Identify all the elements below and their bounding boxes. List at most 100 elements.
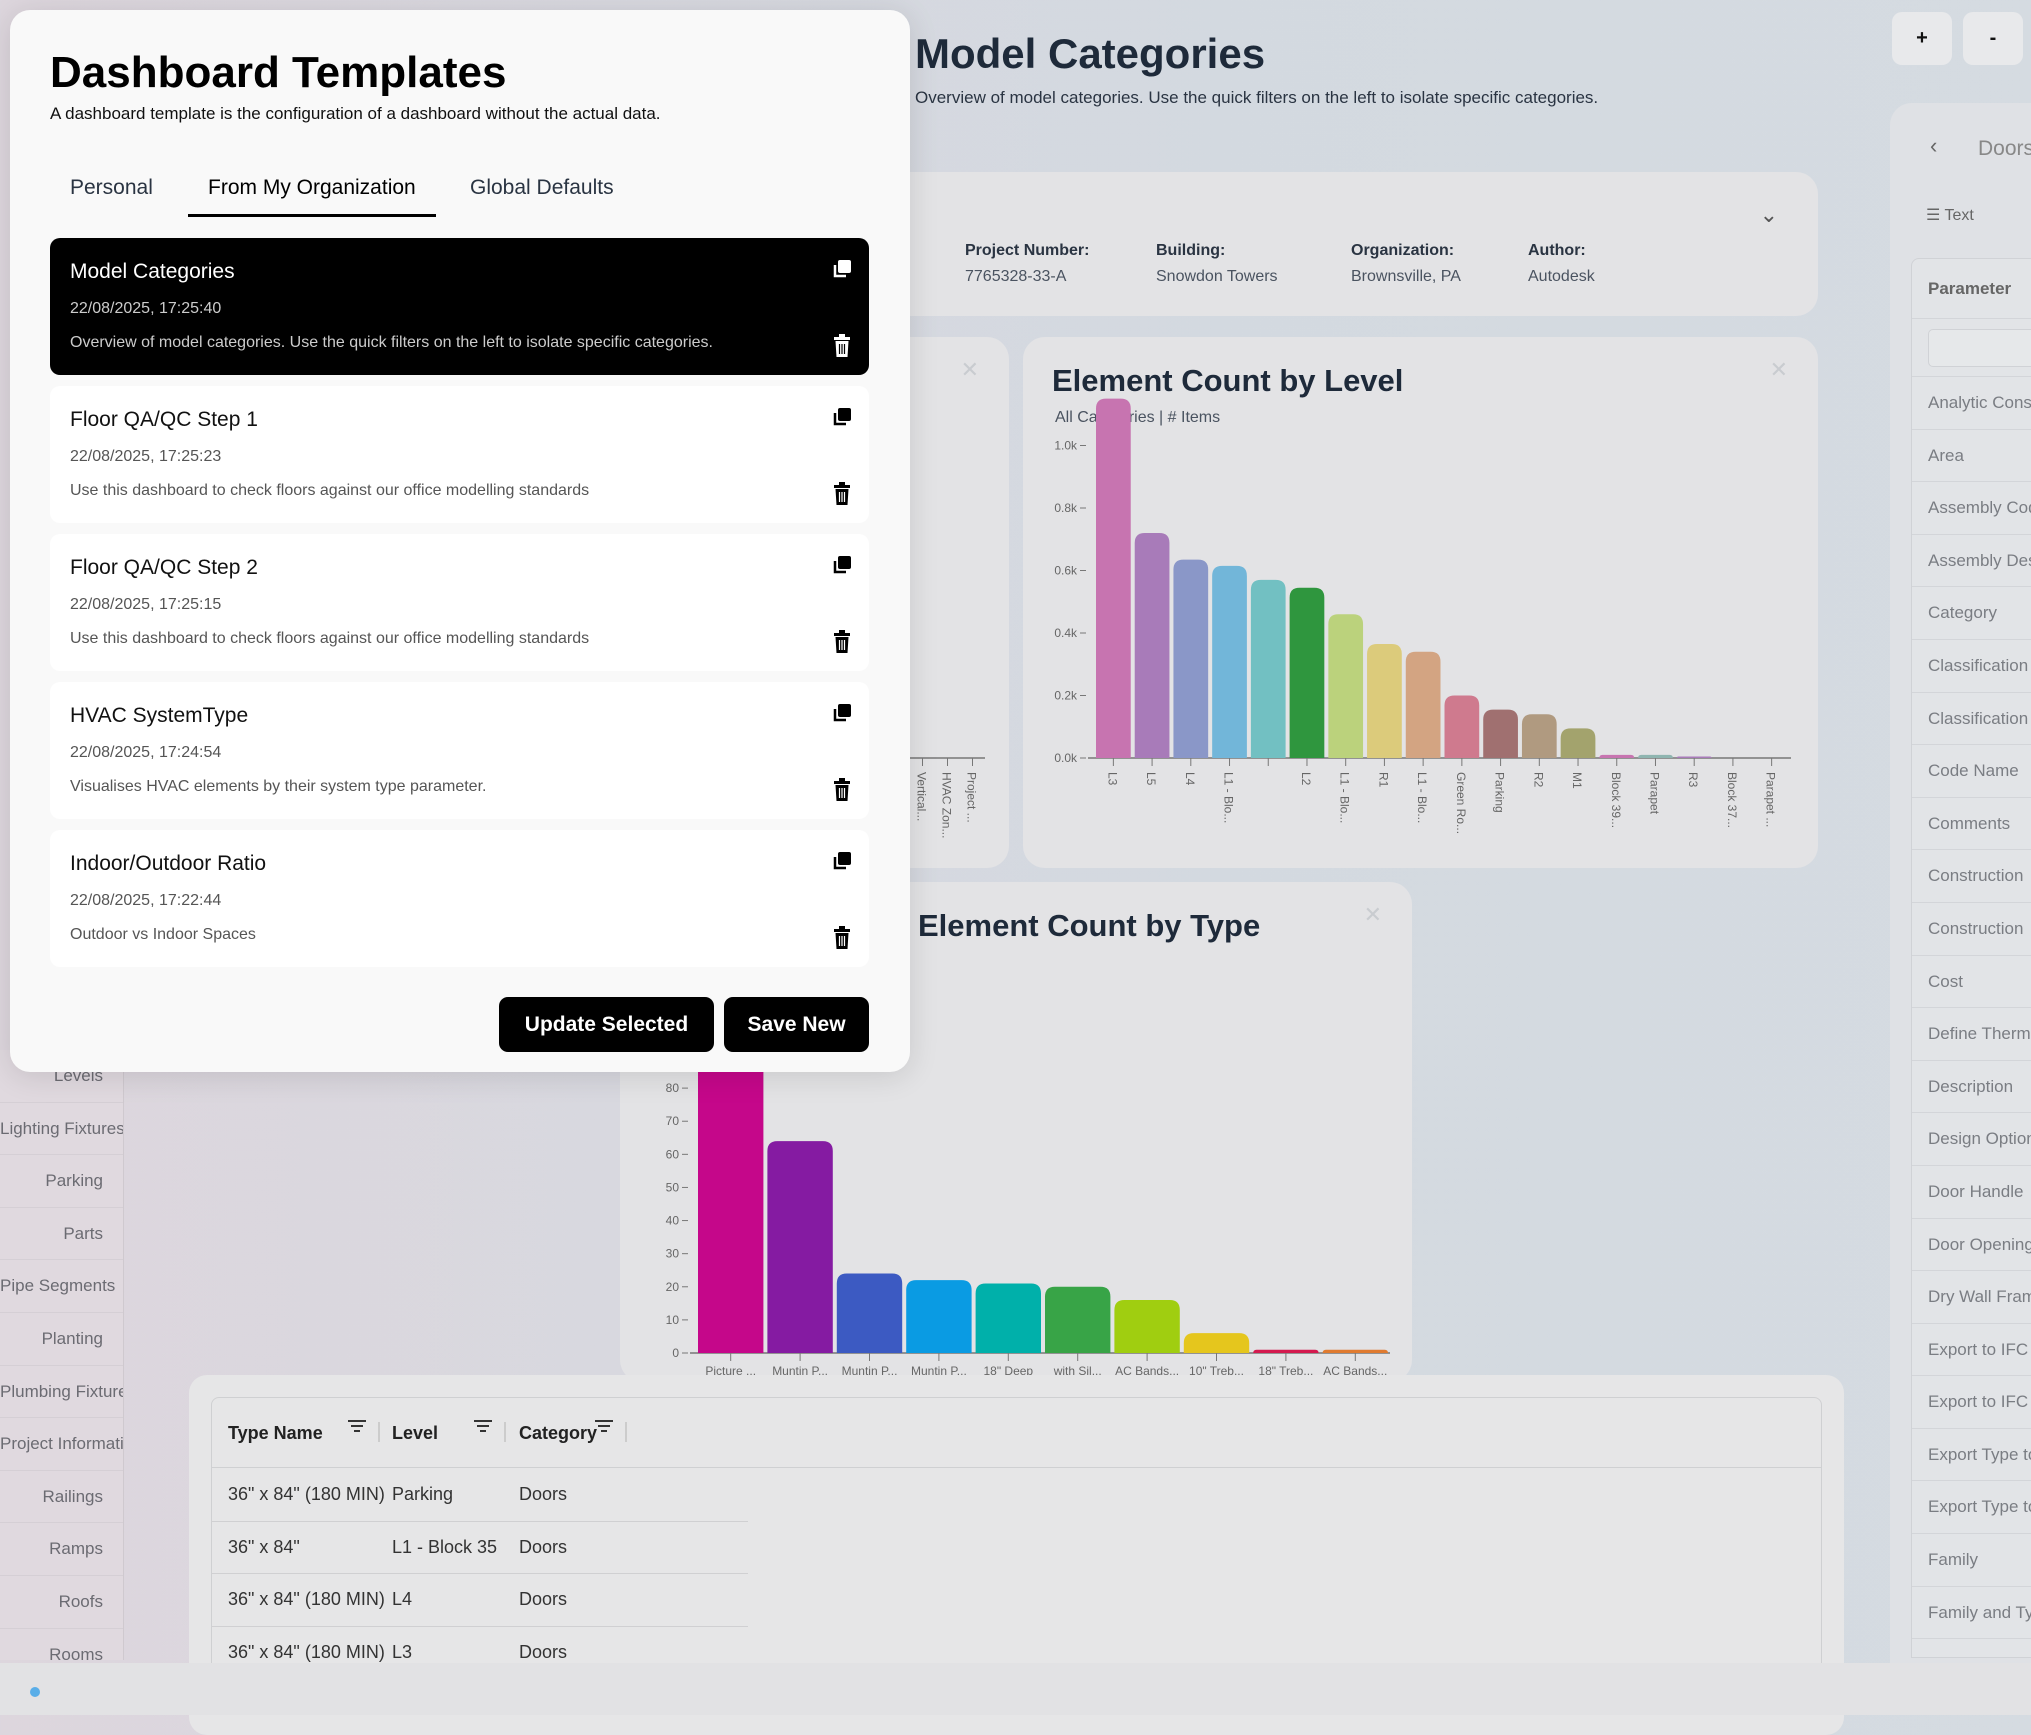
template-card[interactable]: Floor QA/QC Step 2 22/08/2025, 17:25:15 Us… [50, 534, 869, 671]
parameter-item[interactable]: Export Type to [1912, 1429, 2031, 1482]
parameter-item[interactable]: Assembly Description [1912, 535, 2031, 588]
table-row[interactable]: 36" x 84" L1 - Block 35 Doors [212, 1522, 748, 1575]
parameter-item[interactable]: Assembly Code [1912, 482, 2031, 535]
sidebar-category-item[interactable]: Pipe Segments [0, 1260, 123, 1313]
bar[interactable] [1322, 1349, 1388, 1353]
sidebar-category-item[interactable]: Roofs [0, 1576, 123, 1629]
sidebar-category-item[interactable]: Railings [0, 1471, 123, 1524]
bar[interactable] [1367, 643, 1402, 758]
bar[interactable] [1521, 714, 1557, 758]
bar[interactable] [1483, 709, 1518, 758]
parameter-filter-input[interactable] [1928, 329, 2031, 367]
trash-icon[interactable] [831, 926, 853, 950]
parameter-item[interactable]: Code Name [1912, 745, 2031, 798]
parameter-item[interactable]: Classification [1912, 693, 2031, 746]
parameter-item[interactable]: Cost [1912, 956, 2031, 1009]
parameter-item[interactable]: Door Handle [1912, 1166, 2031, 1219]
close-icon[interactable]: ✕ [960, 357, 979, 382]
parameter-item[interactable]: Door Opening [1912, 1219, 2031, 1272]
bar[interactable] [1405, 651, 1441, 758]
copy-icon[interactable] [831, 406, 853, 428]
close-icon[interactable]: ✕ [1363, 902, 1382, 927]
update-selected-button[interactable]: Update Selected [499, 997, 714, 1052]
tab-from-my-organization[interactable]: From My Organization [188, 168, 436, 217]
bar[interactable] [1444, 695, 1480, 759]
bar[interactable] [1183, 1333, 1250, 1353]
parameter-item[interactable]: Export to IFC [1912, 1376, 2031, 1429]
bar[interactable] [1173, 559, 1209, 758]
template-card[interactable]: Floor QA/QC Step 1 22/08/2025, 17:25:23 Us… [50, 386, 869, 523]
parameter-item[interactable]: Define Thermal [1912, 1008, 2031, 1061]
parameter-item[interactable]: Export to IFC [1912, 1324, 2031, 1377]
sidebar-category-item[interactable]: Project Information [0, 1418, 123, 1471]
bar[interactable] [1212, 565, 1247, 758]
sidebar-category-item[interactable]: Parts [0, 1208, 123, 1261]
parameter-item[interactable]: Category [1912, 587, 2031, 640]
bar[interactable] [1250, 579, 1286, 758]
tab-global-defaults[interactable]: Global Defaults [470, 176, 614, 199]
sidebar-category-item[interactable]: Parking [0, 1155, 123, 1208]
table-row[interactable]: 36" x 84" (180 MIN) Parking Doors [212, 1469, 748, 1522]
parameter-item[interactable]: Description [1912, 1061, 2031, 1114]
bar[interactable] [1045, 1286, 1111, 1353]
parameter-item[interactable]: Classification [1912, 640, 2031, 693]
bar[interactable] [1676, 756, 1712, 758]
sidebar-category-item[interactable]: Rooms [0, 1629, 123, 1660]
copy-icon[interactable] [831, 554, 853, 576]
tab-personal[interactable]: Personal [70, 176, 153, 199]
parameter-item[interactable]: Analytic Construction [1912, 377, 2031, 430]
trash-icon[interactable] [831, 630, 853, 654]
trash-icon[interactable] [831, 778, 853, 802]
template-card[interactable]: Model Categories 22/08/2025, 17:25:40 Over… [50, 238, 869, 375]
bar[interactable] [1253, 1349, 1319, 1353]
bar[interactable] [767, 1141, 833, 1353]
template-card[interactable]: HVAC SystemType 22/08/2025, 17:24:54 Visua… [50, 682, 869, 819]
parameter-item[interactable]: Export Type to [1912, 1481, 2031, 1535]
sidebar-category-item[interactable]: Planting [0, 1313, 123, 1366]
parameter-item[interactable]: Family [1912, 1534, 2031, 1587]
close-icon[interactable]: ✕ [1769, 357, 1788, 382]
filter-icon[interactable] [348, 1420, 366, 1434]
bar[interactable] [1560, 728, 1596, 758]
sidebar-category-item[interactable]: Lighting Fixtures [0, 1103, 123, 1156]
bar[interactable] [1134, 533, 1170, 758]
copy-icon[interactable] [831, 850, 853, 872]
sidebar-category-item[interactable]: Ramps [0, 1523, 123, 1576]
bar[interactable] [1328, 614, 1364, 758]
parameter-item[interactable]: Dry Wall Frame [1912, 1271, 2031, 1324]
bar[interactable] [836, 1273, 903, 1353]
template-card[interactable]: Indoor/Outdoor Ratio 22/08/2025, 17:22:44… [50, 830, 869, 967]
copy-icon[interactable] [831, 258, 853, 280]
bar[interactable] [1638, 754, 1673, 758]
text-mode-tab[interactable]: ☰ Text [1926, 205, 1974, 225]
zoom-out-button[interactable]: - [1963, 12, 2023, 65]
sidebar-category-item[interactable]: Plumbing Fixtures [0, 1366, 123, 1419]
zoom-in-button[interactable]: + [1892, 12, 1952, 65]
column-header[interactable]: Category [519, 1423, 598, 1443]
bar[interactable] [1114, 1300, 1180, 1353]
bar[interactable] [1096, 398, 1131, 758]
copy-icon[interactable] [831, 702, 853, 724]
chevron-down-icon[interactable]: ⌄ [1759, 202, 1778, 227]
back-chevron-icon[interactable]: ‹ [1930, 133, 1938, 158]
filter-icon[interactable] [474, 1420, 492, 1434]
column-header[interactable]: Type Name [228, 1423, 323, 1443]
bar[interactable] [906, 1280, 972, 1353]
column-header[interactable]: Level [392, 1423, 439, 1443]
parameter-item[interactable]: Construction [1912, 850, 2031, 903]
save-new-button[interactable]: Save New [724, 997, 869, 1052]
parameter-item[interactable]: Family and Type [1912, 1587, 2031, 1640]
parameter-item[interactable]: Comments [1912, 798, 2031, 851]
bar[interactable] [1599, 754, 1635, 758]
trash-icon[interactable] [831, 482, 853, 506]
table-row[interactable]: 36" x 84" (180 MIN) L3 Doors [212, 1627, 748, 1680]
bar[interactable] [698, 1048, 764, 1353]
bar[interactable] [975, 1283, 1041, 1353]
trash-icon[interactable] [831, 334, 853, 358]
parameter-item[interactable]: Area [1912, 430, 2031, 483]
bar[interactable] [1289, 587, 1325, 758]
parameter-item[interactable]: Construction [1912, 903, 2031, 956]
filter-icon[interactable] [595, 1420, 613, 1434]
table-row[interactable]: 36" x 84" (180 MIN) L4 Doors [212, 1574, 748, 1627]
parameter-item[interactable]: Design Option [1912, 1113, 2031, 1166]
